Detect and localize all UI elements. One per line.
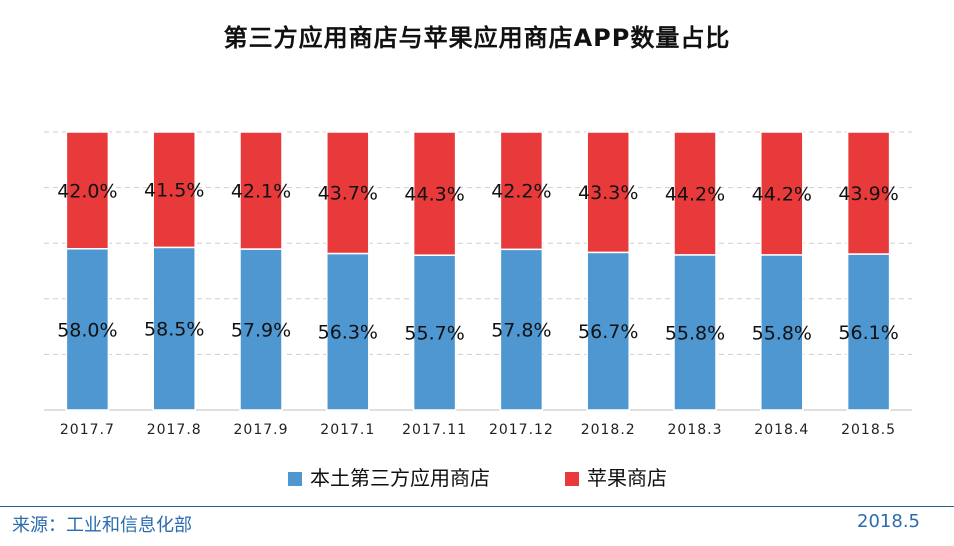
data-label: 56.7% bbox=[578, 321, 638, 343]
bar-segment-local bbox=[673, 254, 717, 411]
footer-divider bbox=[0, 506, 954, 507]
x-tick-label: 2018.2 bbox=[581, 422, 636, 438]
source-text: 来源：工业和信息化部 bbox=[12, 515, 192, 536]
legend-swatch-apple bbox=[565, 472, 579, 486]
data-label: 55.8% bbox=[665, 322, 725, 344]
data-label: 44.3% bbox=[404, 184, 464, 206]
bar-segment-apple bbox=[760, 131, 804, 256]
x-tick-label: 2017.8 bbox=[147, 422, 202, 438]
data-label: 55.7% bbox=[404, 323, 464, 345]
data-label: 58.0% bbox=[57, 319, 117, 341]
x-tick-label: 2017.9 bbox=[234, 422, 289, 438]
data-label: 55.8% bbox=[752, 322, 812, 344]
bar-segment-apple bbox=[673, 131, 717, 256]
data-label: 56.3% bbox=[318, 322, 378, 344]
bar-segment-apple bbox=[65, 131, 110, 250]
legend-label-local: 本土第三方应用商店 bbox=[310, 466, 490, 490]
bar-segment-apple bbox=[846, 131, 891, 255]
data-label: 42.1% bbox=[231, 181, 291, 203]
data-label: 57.8% bbox=[491, 320, 551, 342]
data-label: 44.2% bbox=[752, 183, 812, 205]
bar-segment-local bbox=[412, 254, 457, 411]
x-tick-label: 2018.3 bbox=[668, 422, 723, 438]
data-label: 56.1% bbox=[838, 322, 898, 344]
bar-segment-local bbox=[760, 254, 804, 411]
data-label: 57.9% bbox=[231, 320, 291, 342]
data-label: 43.3% bbox=[578, 182, 638, 204]
footer-date: 2018.5 bbox=[857, 511, 920, 532]
legend-label-apple: 苹果商店 bbox=[587, 466, 667, 490]
data-label: 58.5% bbox=[144, 319, 204, 341]
data-label: 43.9% bbox=[838, 183, 898, 205]
data-label: 44.2% bbox=[665, 183, 725, 205]
x-tick-label: 2017.1 bbox=[320, 422, 375, 438]
x-tick-label: 2017.7 bbox=[60, 422, 115, 438]
stacked-bar-chart: 58.0% 42.0% 2017.7 58.5% 41.5% 2017.8 57.9% 42.… bbox=[44, 131, 912, 490]
chart-title: 第三方应用商店与苹果应用商店APP数量占比 bbox=[223, 24, 731, 52]
bar-segment-apple bbox=[152, 131, 196, 249]
bar-segment-apple bbox=[499, 131, 544, 251]
x-tick-label: 2018.4 bbox=[754, 422, 809, 438]
data-label: 42.2% bbox=[491, 181, 551, 203]
bar-segment-apple bbox=[239, 131, 283, 250]
x-tick-label: 2017.12 bbox=[489, 422, 554, 438]
data-label: 43.7% bbox=[318, 183, 378, 205]
bar-segment-apple bbox=[412, 131, 457, 256]
x-tick-label: 2018.5 bbox=[841, 422, 896, 438]
data-label: 42.0% bbox=[57, 180, 117, 202]
data-label: 41.5% bbox=[144, 180, 204, 202]
bar-segment-local bbox=[846, 253, 891, 411]
bar-segment-apple bbox=[326, 131, 370, 255]
bar-segment-apple bbox=[586, 131, 630, 254]
legend-swatch-local bbox=[288, 472, 302, 486]
x-tick-label: 2017.11 bbox=[402, 422, 467, 438]
